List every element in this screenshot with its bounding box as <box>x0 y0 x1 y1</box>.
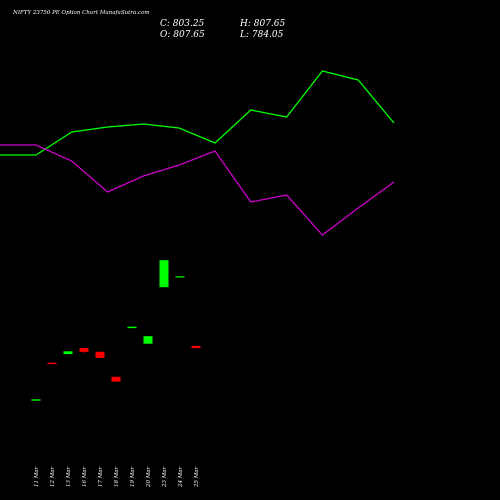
candle-body <box>159 260 169 288</box>
candle-11-mar <box>31 399 41 401</box>
x-tick-label: 25 Mar <box>194 466 200 488</box>
x-tick-label: 13 Mar <box>66 466 72 487</box>
candle-17-mar <box>95 351 105 358</box>
candle-25-mar <box>191 345 201 349</box>
candle-20-mar <box>143 336 153 344</box>
x-tick-label: 18 Mar <box>114 466 120 487</box>
x-tick-label: 20 Mar <box>146 466 152 488</box>
x-tick-label: 12 Mar <box>50 466 56 487</box>
candle-18-mar <box>111 376 121 382</box>
candle-body <box>63 351 73 355</box>
x-tick-label: 23 Mar <box>162 466 168 488</box>
candle-24-mar <box>175 276 185 278</box>
candle-body <box>191 345 201 349</box>
candle-body <box>79 348 89 352</box>
candle-body <box>31 399 41 401</box>
candle-body <box>127 326 137 329</box>
candle-body <box>47 362 57 365</box>
high-value: H: 807.65 <box>239 19 286 29</box>
candle-19-mar <box>127 326 137 329</box>
x-tick-label: 17 Mar <box>98 466 104 487</box>
candle-16-mar <box>79 348 89 353</box>
indicator-lines <box>0 70 395 236</box>
indicator-line-1 <box>0 70 395 156</box>
candle-body <box>111 376 121 382</box>
candle-13-mar <box>63 351 73 355</box>
candle-body <box>95 351 105 358</box>
x-tick-label: 11 Mar <box>34 466 40 487</box>
x-axis-ticks: 11 Mar 12 Mar 13 Mar 16 Mar 17 Mar 18 Mar 19 M… <box>34 466 200 488</box>
x-tick-label: 24 Mar <box>178 466 184 488</box>
x-tick-label: 16 Mar <box>82 466 88 487</box>
chart-title: NIFTY 23750 PE Option Chart ManafaSutra.… <box>12 10 150 16</box>
indicator-line-2 <box>0 144 395 236</box>
candle-23-mar <box>159 260 169 288</box>
candle-body <box>143 336 153 344</box>
open-value: O: 807.65 <box>160 30 205 40</box>
low-value: L: 784.05 <box>239 30 284 40</box>
candle-12-mar <box>47 362 57 365</box>
x-tick-label: 19 Mar <box>130 466 136 487</box>
candle-body <box>175 276 185 278</box>
candles <box>31 260 201 401</box>
close-value: C: 803.25 <box>160 19 205 29</box>
